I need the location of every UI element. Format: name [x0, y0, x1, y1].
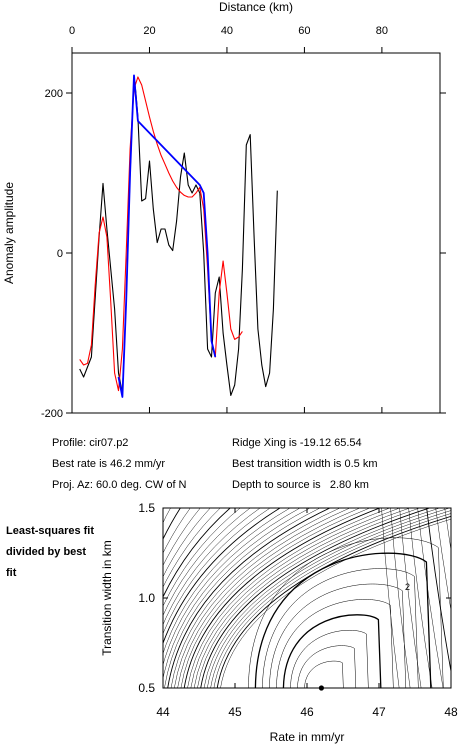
side-note: Least-squares fit divided by best fit	[6, 525, 95, 579]
contour-line	[163, 508, 301, 666]
contour-line	[163, 508, 311, 680]
contour-line	[164, 508, 321, 688]
top-chart-frame	[71, 52, 441, 414]
contour-line	[187, 508, 391, 688]
best-rate-text: Best rate is 46.2 mm/yr	[52, 458, 166, 470]
contour-line	[200, 508, 432, 688]
series-line-2	[117, 74, 217, 398]
contour-line	[417, 508, 444, 688]
contour-line	[304, 660, 344, 688]
top-axis-ticks: 0 20 40 60 80 -200 0 200	[41, 25, 446, 420]
bottom-y-tick-label: 0.5	[138, 681, 155, 695]
contour-line	[163, 508, 241, 607]
contour-lines	[163, 506, 467, 690]
contour-line	[390, 508, 411, 688]
contour-line	[163, 508, 251, 617]
anomaly-profile-chart: Distance (km) Anomaly amplitude 0 20 40 60 8…	[2, 0, 446, 420]
contour-line	[254, 552, 432, 688]
contour-line	[170, 508, 341, 688]
bottom-x-tick-label: 45	[228, 705, 242, 719]
contour-line	[426, 508, 451, 674]
top-x-axis-label: Distance (km)	[219, 0, 293, 14]
bottom-x-axis-label: Rate in mm/yr	[270, 730, 345, 744]
depth-text: Depth to source is 2.80 km	[232, 479, 369, 491]
series-line-0	[79, 76, 278, 396]
best-fit-marker	[318, 685, 324, 691]
contour-line	[163, 508, 231, 599]
contour-line	[210, 510, 451, 688]
bottom-x-tick-label: 47	[372, 705, 386, 719]
bottom-y-tick-label: 1.0	[138, 591, 155, 605]
contour-line	[282, 614, 382, 688]
proj-az-text: Proj. Az: 60.0 deg. CW of N	[52, 479, 187, 491]
contour-line	[220, 518, 451, 688]
contour-line	[190, 508, 401, 688]
contour-line	[163, 508, 191, 554]
contour-line	[174, 508, 351, 688]
contour-line	[381, 508, 400, 688]
contour-chart: Rate in mm/yr Transition width in km 44 4…	[100, 501, 467, 744]
contour-line	[163, 508, 171, 524]
contour-line	[197, 508, 421, 688]
contour-line	[290, 629, 369, 688]
bottom-x-tick-label: 46	[300, 705, 314, 719]
top-series-group	[79, 74, 278, 398]
contour-line	[177, 508, 361, 688]
contour-line	[163, 508, 291, 655]
contour-line	[203, 508, 441, 688]
best-width-text: Best transition width is 0.5 km	[232, 458, 378, 470]
contour-line	[163, 508, 181, 540]
top-x-tick-label: 40	[221, 25, 233, 37]
contour-line	[216, 515, 451, 688]
top-y-axis-label: Anomaly amplitude	[2, 182, 16, 284]
profile-text: Profile: cir07.p2	[52, 437, 129, 449]
contour-line	[183, 508, 382, 688]
top-y-tick-label: 0	[57, 248, 63, 260]
contour-line	[276, 599, 394, 688]
top-y-tick-label: 200	[45, 88, 63, 100]
bottom-y-tick-label: 1.5	[138, 501, 155, 515]
bottom-y-axis-label: Transition width in km	[100, 540, 114, 656]
contour-line	[269, 583, 407, 688]
top-x-tick-label: 80	[376, 25, 388, 37]
top-x-tick-label: 0	[69, 25, 75, 37]
contour-line	[297, 645, 357, 688]
contour-line	[180, 508, 371, 688]
bottom-axis-ticks: 44 45 46 47 48 0.5 1.0 1.5	[138, 501, 458, 719]
top-y-tick-label: -200	[41, 408, 63, 420]
contour-line	[399, 508, 422, 688]
contour-line	[163, 508, 211, 578]
ridge-xing-text: Ridge Xing is -19.12 65.54	[232, 437, 362, 449]
contour-line	[163, 508, 261, 626]
top-x-tick-label: 60	[298, 25, 310, 37]
bottom-x-tick-label: 44	[156, 705, 170, 719]
contour-line	[163, 508, 221, 588]
contour-chart-frame	[162, 507, 452, 689]
contour-line	[163, 508, 201, 566]
bottom-x-tick-label: 48	[444, 705, 458, 719]
contour-line	[444, 508, 451, 552]
contour-value-label: 2	[405, 582, 410, 592]
contour-line	[462, 506, 467, 690]
contour-line	[193, 508, 411, 688]
contour-line	[167, 508, 331, 688]
series-line-1	[79, 76, 243, 392]
contour-line	[207, 508, 451, 688]
contour-line	[408, 508, 433, 688]
contour-line	[213, 513, 451, 688]
top-x-tick-label: 20	[143, 25, 155, 37]
contour-line	[453, 506, 467, 690]
contour-line	[163, 508, 281, 645]
contour-line	[163, 508, 271, 635]
